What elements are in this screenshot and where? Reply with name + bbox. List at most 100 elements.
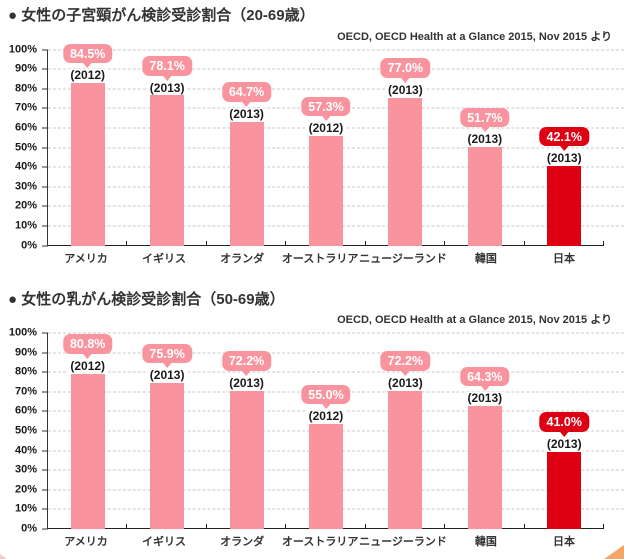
x-axis-tick xyxy=(285,524,287,529)
y-axis-tick xyxy=(42,127,48,129)
y-axis-label: 60% xyxy=(14,404,37,417)
x-axis-tick xyxy=(523,240,525,246)
gridline xyxy=(48,88,624,90)
bubble-pointer-icon xyxy=(559,430,570,437)
bar-column-3: 64.7% (2013) xyxy=(207,50,287,246)
bar-label-stack: 84.5% (2012) xyxy=(62,43,113,83)
y-axis-tick xyxy=(42,225,48,227)
y-axis-tick xyxy=(42,147,48,148)
bar-column-2: 78.1% (2013) xyxy=(127,50,207,246)
plot-grid: 80.8% (2012) 75.9% (2013) 72.2% (2013) 55.0% (2… xyxy=(42,332,624,530)
y-axis-tick xyxy=(42,489,48,491)
x-axis-tick xyxy=(285,240,287,246)
x-axis-label: アメリカ xyxy=(64,536,108,548)
year-label: (2013) xyxy=(544,151,584,166)
bubble-pointer-icon xyxy=(241,369,252,376)
x-axis-label: ニュージーランド xyxy=(359,252,447,265)
corner-decoration-left xyxy=(0,554,7,559)
value-bubble: 42.1% xyxy=(539,126,589,147)
bar-column-7: 42.1% (2013) xyxy=(525,50,604,246)
bar-column-6: 51.7% (2013) xyxy=(445,50,525,246)
x-axis-tick xyxy=(523,524,525,529)
bubble-pointer-icon xyxy=(241,100,252,107)
x-axis-label: オランダ xyxy=(220,252,265,265)
value-bubble: 41.0% xyxy=(539,412,589,432)
chart-title-breast: ● 女性の乳がん検診受診割合（50-69歳） xyxy=(8,290,285,308)
bubble-pointer-icon xyxy=(320,115,331,122)
bar-label-stack: 80.8% (2012) xyxy=(62,334,113,374)
value-bubble: 75.9% xyxy=(142,343,192,364)
x-axis-tick xyxy=(126,524,128,529)
bar-column-4: 57.3% (2012) xyxy=(286,50,366,246)
bar xyxy=(70,370,105,529)
y-axis-tick xyxy=(42,245,48,246)
x-axis-label: オーストラリア xyxy=(281,536,359,548)
x-axis-labels: アメリカ イギリス オランダ オーストラリア ニュージーランド 韓国 日本 xyxy=(47,250,603,266)
y-axis-tick xyxy=(42,205,48,207)
y-axis-label: 80% xyxy=(14,365,37,378)
y-axis-label: 70% xyxy=(14,385,37,398)
y-axis-tick xyxy=(42,528,48,530)
value-bubble: 51.7% xyxy=(460,107,510,128)
bar-label-stack: 64.3% (2013) xyxy=(460,366,510,406)
bar xyxy=(229,118,264,246)
gridline xyxy=(48,352,624,354)
gridline xyxy=(48,68,624,70)
bar xyxy=(150,380,185,529)
y-axis-label: 30% xyxy=(14,463,37,476)
year-label: (2013) xyxy=(465,132,505,148)
y-axis-tick xyxy=(42,352,48,354)
bar xyxy=(229,387,264,529)
year-label: (2013) xyxy=(227,106,266,122)
bar-label-stack: 78.1% (2013) xyxy=(142,56,192,96)
x-axis-label: オーストラリア xyxy=(281,252,359,265)
y-axis-tick xyxy=(42,371,48,373)
breast-screening-chart-section: ● 女性の乳がん検診受診割合（50-69歳） OECD, OECD Health… xyxy=(0,290,624,550)
x-axis-tick xyxy=(364,524,366,529)
x-axis-tick xyxy=(444,240,446,246)
bar xyxy=(547,162,582,246)
y-axis-tick xyxy=(42,332,48,334)
bar-columns: 84.5% (2012) 78.1% (2013) 64.7% (2013) 57.3% (2… xyxy=(48,43,604,246)
bubble-pointer-icon xyxy=(162,362,173,369)
x-axis-label: 韓国 xyxy=(474,252,497,265)
bar-label-stack: 77.0% (2013) xyxy=(380,58,431,98)
year-label: (2013) xyxy=(147,368,187,384)
bar-label-stack: 75.9% (2013) xyxy=(142,343,192,384)
bar-column-3: 72.2% (2013) xyxy=(207,333,287,529)
y-axis-tick xyxy=(42,107,48,109)
chart-title-cervical: ● 女性の子宮頸がん検診受診割合（20-69歳） xyxy=(8,7,315,24)
bar-column-4: 55.0% (2012) xyxy=(286,333,366,529)
y-axis-label: 60% xyxy=(14,121,37,134)
y-axis: 0% 10% 20% 30% 40% 50% 60% 70% 80% 90% 100% xyxy=(1,327,41,534)
year-label: (2012) xyxy=(306,409,346,425)
gridline xyxy=(48,49,624,50)
plot-grid: 84.5% (2012) 78.1% (2013) 64.7% (2013) 57.3% (2… xyxy=(42,43,624,246)
y-axis-tick xyxy=(42,450,48,452)
bar-column-7: 41.0% (2013) xyxy=(525,333,604,529)
x-axis-label: ニュージーランド xyxy=(359,536,447,548)
bar-label-stack: 41.0% (2013) xyxy=(539,412,589,452)
y-axis-label: 10% xyxy=(14,502,37,515)
y-axis-label: 70% xyxy=(14,101,37,114)
x-axis-tick xyxy=(364,240,366,246)
bar xyxy=(308,421,343,529)
y-axis-tick xyxy=(42,186,48,188)
bubble-pointer-icon xyxy=(479,385,490,392)
y-axis-label: 40% xyxy=(14,444,37,457)
bar-label-stack: 72.2% (2013) xyxy=(221,351,272,391)
y-axis: 0% 10% 20% 30% 40% 50% 60% 70% 80% 90% 100% xyxy=(1,44,41,251)
cervical-chart-plot: 0% 10% 20% 30% 40% 50% 60% 70% 80% 90% 100% 84.5% (… xyxy=(9,43,624,251)
y-axis-label: 100% xyxy=(8,326,37,339)
bubble-pointer-icon xyxy=(400,369,411,376)
value-bubble: 57.3% xyxy=(301,96,351,117)
bubble-pointer-icon xyxy=(400,76,411,83)
bar-column-1: 80.8% (2012) xyxy=(48,333,128,529)
x-axis-tick xyxy=(444,524,446,529)
bar-column-5: 77.0% (2013) xyxy=(366,50,446,246)
x-axis-tick xyxy=(602,524,604,529)
y-axis-label: 100% xyxy=(8,43,37,55)
x-axis-labels: アメリカ イギリス オランダ オーストラリア ニュージーランド 韓国 日本 xyxy=(47,533,603,549)
year-label: (2013) xyxy=(465,391,505,406)
bar-label-stack: 51.7% (2013) xyxy=(460,107,510,148)
